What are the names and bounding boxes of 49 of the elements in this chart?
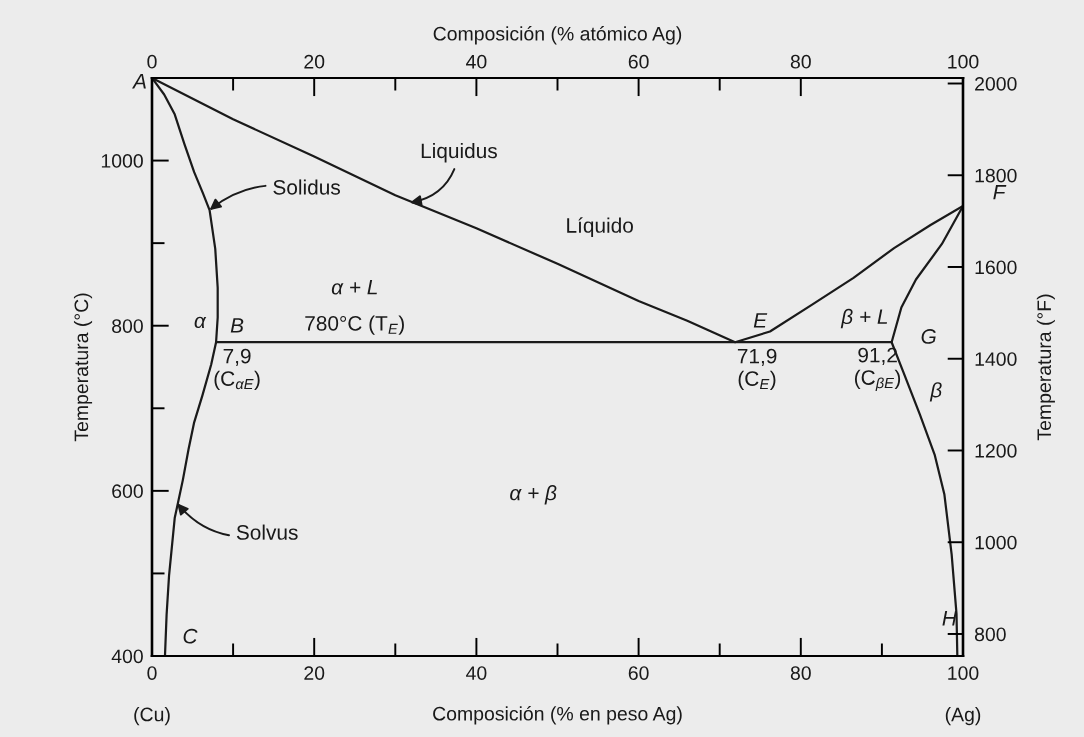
annotation: 71,9 (C$_{E}$) <box>737 348 777 391</box>
annotation: Liquidus <box>421 142 497 163</box>
x-tick-label: 20 <box>304 54 325 69</box>
annotation: α + L <box>331 280 377 295</box>
annotation: 91,2 (C$_{βE}$) <box>854 347 901 392</box>
y2-tick-label: 1800 <box>975 168 1017 183</box>
x2-tick-label: 60 <box>628 666 649 680</box>
x2-tick-label: 80 <box>790 666 811 680</box>
x2-tick-label: 40 <box>466 666 487 680</box>
text: (Cu) <box>134 707 170 726</box>
y2-tick-label: 1400 <box>975 352 1017 366</box>
x2-tick-label: 20 <box>304 666 325 680</box>
x2-axis-title: Composición (% atómico Ag) <box>433 26 682 45</box>
y-tick-label: 800 <box>112 319 143 333</box>
annotation: E <box>753 313 768 328</box>
annotation: β <box>929 382 942 402</box>
annotation: H <box>942 611 957 626</box>
y2-tick-label: 800 <box>974 627 1006 642</box>
y2-axis-title: Temperatura (°F) <box>1036 294 1055 441</box>
x-tick-label: 80 <box>790 54 811 69</box>
y2-tick-label: 1000 <box>975 535 1017 550</box>
y-tick-label: 600 <box>112 484 143 499</box>
y-tick-label: 400 <box>111 649 143 664</box>
x-tick-label: 40 <box>466 54 487 69</box>
y-axis-title: Temperatura (°C) <box>73 293 93 442</box>
annotation: β + L <box>840 308 888 329</box>
annotation: C <box>183 628 198 644</box>
annotation: 7,9 (C$_{αE}$) <box>214 348 260 391</box>
annotation: Solidus <box>273 179 340 195</box>
text: (Ag) <box>945 707 981 726</box>
annotation: B <box>230 318 244 333</box>
annotation: A <box>132 74 146 89</box>
y2-tick-label: 1200 <box>975 443 1017 458</box>
x-tick-label: 100 <box>948 54 979 69</box>
x2-tick-label: 0 <box>147 666 157 680</box>
annotation: F <box>993 185 1007 200</box>
x-tick-label: 60 <box>628 54 649 69</box>
x-tick-label: 0 <box>147 54 157 69</box>
x-axis-title: Composición (% en peso Ag) <box>433 706 682 725</box>
annotation: 780°C (T$_{E}$) <box>305 315 404 335</box>
y2-tick-label: 2000 <box>975 76 1017 91</box>
annotation: G <box>921 329 936 344</box>
y-tick-label: 1000 <box>101 154 143 168</box>
x2-tick-label: 100 <box>948 666 979 680</box>
annotation: α + β <box>510 485 557 505</box>
annotation: α <box>194 316 207 329</box>
y2-tick-label: 1600 <box>975 260 1017 275</box>
annotation: Solvus <box>236 524 298 540</box>
annotation: Líquido <box>567 217 633 237</box>
